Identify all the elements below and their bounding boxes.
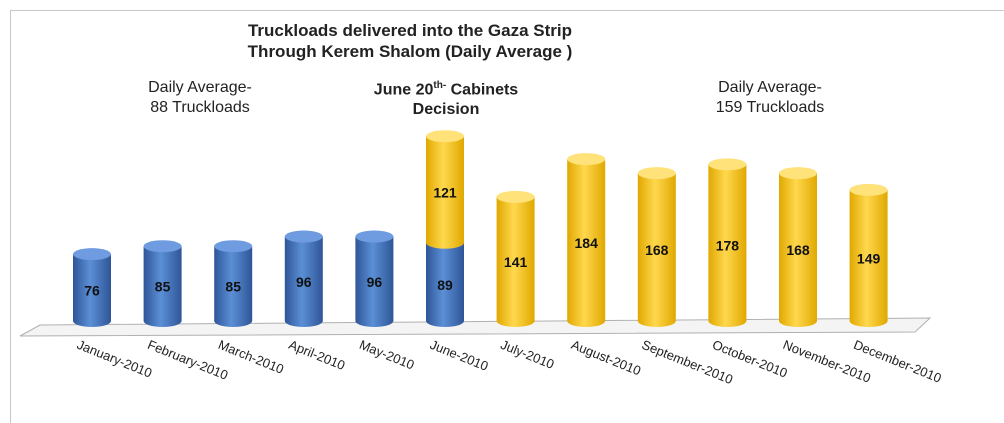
annotation-decision-word: Cabinets [446, 81, 519, 99]
bar-top-april-2010-series-1 [284, 230, 323, 243]
frame-top-border [10, 10, 1004, 11]
data-label-january-2010-series-1: 76 [84, 283, 100, 299]
annotation-right-line2: 159 Truckloads [715, 99, 825, 116]
bar-june-2010-series-1 [426, 242, 464, 327]
bar-top-september-2010-series-2 [637, 167, 676, 180]
annotation-decision: June 20th- Cabinets Decision [346, 76, 546, 120]
x-tick-label-june-2010: June-2010 [428, 337, 491, 374]
data-label-june-2010-series-2: 121 [433, 184, 457, 200]
x-tick-label-april-2010: April-2010 [287, 337, 348, 373]
annotation-left-line1: Daily Average- [148, 79, 252, 96]
bar-july-2010-series-2 [496, 196, 535, 327]
frame-left-border [10, 10, 11, 423]
bar-top-october-2010-series-2 [708, 158, 747, 171]
annotation-decision-sup: th- [433, 80, 447, 91]
x-tick-label-august-2010: August-2010 [569, 337, 643, 379]
annotation-right-line1: Daily Average- [718, 79, 822, 96]
bar-september-2010-series-2 [637, 173, 676, 327]
bar-august-2010-series-2 [567, 159, 606, 327]
bar-top-may-2010-series-1 [355, 230, 394, 243]
chart-title-line2: Through Kerem Shalom (Daily Average ) [247, 42, 573, 61]
data-label-june-2010-series-1: 89 [437, 277, 453, 293]
annotation-decision-line1: June 20th- Cabinets [346, 76, 546, 100]
bar-march-2010-series-1 [214, 246, 253, 327]
bar-february-2010-series-1 [143, 246, 182, 327]
bar-top-june-2010-series-2 [426, 130, 464, 143]
data-label-october-2010-series-2: 178 [716, 238, 740, 254]
x-tick-label-july-2010: July-2010 [498, 337, 556, 372]
bar-october-2010-series-2 [708, 164, 747, 327]
bar-may-2010-series-1 [355, 236, 394, 327]
annotation-decision-line2: Decision [412, 101, 480, 119]
data-label-april-2010-series-1: 96 [296, 274, 312, 290]
bar-april-2010-series-1 [284, 236, 323, 327]
bar-december-2010-series-2 [849, 189, 888, 327]
bar-june-2010-series-2 [426, 136, 464, 249]
chart-floor [19, 317, 932, 337]
bar-top-january-2010-series-1 [73, 248, 111, 261]
bar-top-july-2010-series-2 [496, 190, 535, 203]
x-tick-label-january-2010: January-2010 [75, 337, 154, 381]
data-label-december-2010-series-2: 149 [857, 250, 881, 266]
chart-title-line1: Truckloads delivered into the Gaza Strip [247, 21, 573, 40]
bar-top-november-2010-series-2 [779, 167, 817, 180]
bar-top-august-2010-series-2 [567, 153, 606, 166]
data-label-march-2010-series-1: 85 [225, 279, 241, 295]
annotation-right: Daily Average- 159 Truckloads [650, 78, 890, 118]
annotation-decision-date: June 20 [373, 81, 434, 99]
data-label-august-2010-series-2: 184 [575, 235, 599, 251]
data-label-july-2010-series-2: 141 [504, 254, 528, 270]
bar-january-2010-series-1 [73, 254, 111, 327]
data-label-september-2010-series-2: 168 [645, 242, 669, 258]
data-label-may-2010-series-1: 96 [367, 274, 383, 290]
annotation-left-line2: 88 Truckloads [150, 99, 250, 116]
annotation-left: Daily Average- 88 Truckloads [100, 78, 300, 118]
bar-november-2010-series-2 [779, 173, 817, 327]
chart-title: Truckloads delivered into the Gaza Strip… [0, 20, 820, 62]
x-tick-label-may-2010: May-2010 [357, 337, 416, 373]
bar-top-march-2010-series-1 [214, 240, 253, 253]
bar-top-december-2010-series-2 [849, 183, 888, 196]
bar-top-february-2010-series-1 [143, 240, 182, 253]
data-label-february-2010-series-1: 85 [155, 279, 171, 295]
x-tick-label-february-2010: February-2010 [145, 337, 230, 383]
data-label-november-2010-series-2: 168 [786, 242, 810, 258]
